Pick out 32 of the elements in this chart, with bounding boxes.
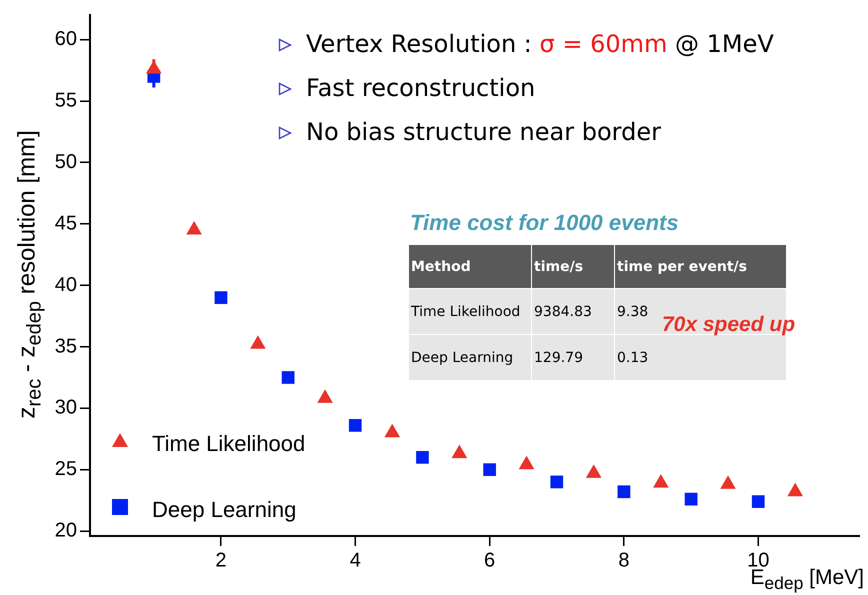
annotation: time/s <box>532 244 614 288</box>
legend-label: Time Likelihood <box>152 431 306 456</box>
x-axis-title: E$_{edep}$ [MeV] <box>750 566 864 594</box>
annotation: 129.79 <box>532 334 614 380</box>
annotation: @ 1MeV <box>675 30 774 58</box>
y-tick-label: 20 <box>54 520 77 542</box>
x-tick-label: 4 <box>350 550 361 572</box>
y-tick-label: 45 <box>54 212 77 234</box>
annotation: Time cost for 1000 events <box>410 210 679 236</box>
annotation: No bias structure near border <box>305 118 661 146</box>
annotation: 70x speed up <box>662 313 796 337</box>
y-tick-label: 25 <box>54 458 77 480</box>
y-tick-label: 50 <box>54 150 77 173</box>
annotation: time per event/s <box>614 244 786 288</box>
y-tick-label: 55 <box>54 90 77 112</box>
annotation: Time Likelihood <box>408 288 532 334</box>
y-tick-label: 40 <box>54 274 77 296</box>
y-tick-label: 60 <box>54 28 77 50</box>
annotation: Fast reconstruction <box>305 74 536 102</box>
annotation: Deep Learning <box>408 334 532 380</box>
x-tick-label: 8 <box>618 550 630 572</box>
annotation: 9.38 <box>617 304 648 320</box>
annotation: 0.13 <box>614 334 786 380</box>
y-tick-label: 30 <box>54 396 77 419</box>
annotation: Method <box>408 244 532 288</box>
x-tick-label: 6 <box>484 550 496 572</box>
annotation: Vertex Resolution : <box>306 30 532 58</box>
annotation: 9384.83 <box>532 288 614 334</box>
x-tick-label: 2 <box>215 550 227 572</box>
legend-label: Deep Learning <box>152 497 296 522</box>
y-tick-label: 35 <box>54 335 77 358</box>
annotation: σ = 60mm <box>540 30 668 58</box>
